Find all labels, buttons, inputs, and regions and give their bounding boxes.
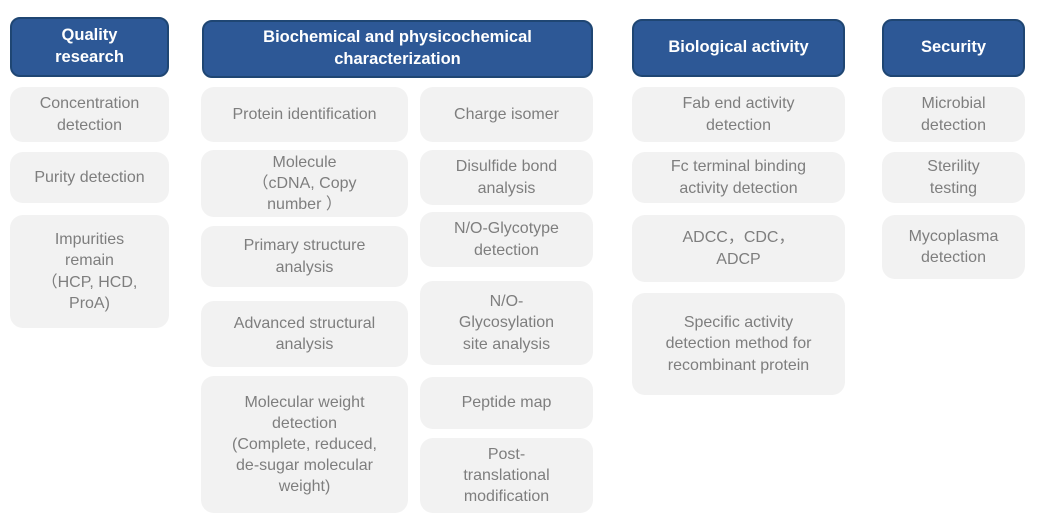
box-disulfide-bond-analysis: Disulfide bond analysis [420,150,593,205]
header-security: Security [882,19,1025,77]
box-no-glycotype-detection: N/O-Glycotype detection [420,212,593,267]
box-post-translational-modification: Post- translational modification [420,438,593,513]
box-adcc-cdc-adcp: ADCC，CDC， ADCP [632,215,845,282]
box-molecular-weight-detection: Molecular weight detection (Complete, re… [201,376,408,513]
box-advanced-structural-analysis: Advanced structural analysis [201,301,408,367]
box-sterility-testing: Sterility testing [882,152,1025,203]
box-impurities-remain: Impurities remain （HCP, HCD, ProA) [10,215,169,328]
box-no-glycosylation-site-analysis: N/O- Glycosylation site analysis [420,281,593,365]
box-protein-identification: Protein identification [201,87,408,142]
box-specific-activity-detection-method: Specific activity detection method for r… [632,293,845,395]
column-security: Security Microbial detection Sterility t… [882,0,1025,530]
column-biochemical-physicochemical: Biochemical and physicochemical characte… [201,0,593,530]
header-biochemical-physicochemical: Biochemical and physicochemical characte… [202,20,593,78]
box-purity-detection: Purity detection [10,152,169,203]
box-concentration-detection: Concentration detection [10,87,169,142]
box-mycoplasma-detection: Mycoplasma detection [882,215,1025,279]
box-primary-structure-analysis: Primary structure analysis [201,226,408,287]
box-microbial-detection: Microbial detection [882,87,1025,142]
box-molecule-cdna-copy-number: Molecule （cDNA, Copy number ） [201,150,408,217]
box-fab-end-activity-detection: Fab end activity detection [632,87,845,142]
column-biological-activity: Biological activity Fab end activity det… [632,0,845,530]
header-biological-activity: Biological activity [632,19,845,77]
column-quality-research: Quality research Concentration detection… [10,0,169,530]
box-peptide-map: Peptide map [420,377,593,429]
header-quality-research: Quality research [10,17,169,77]
box-fc-terminal-binding-activity-detection: Fc terminal binding activity detection [632,152,845,203]
box-charge-isomer: Charge isomer [420,87,593,142]
